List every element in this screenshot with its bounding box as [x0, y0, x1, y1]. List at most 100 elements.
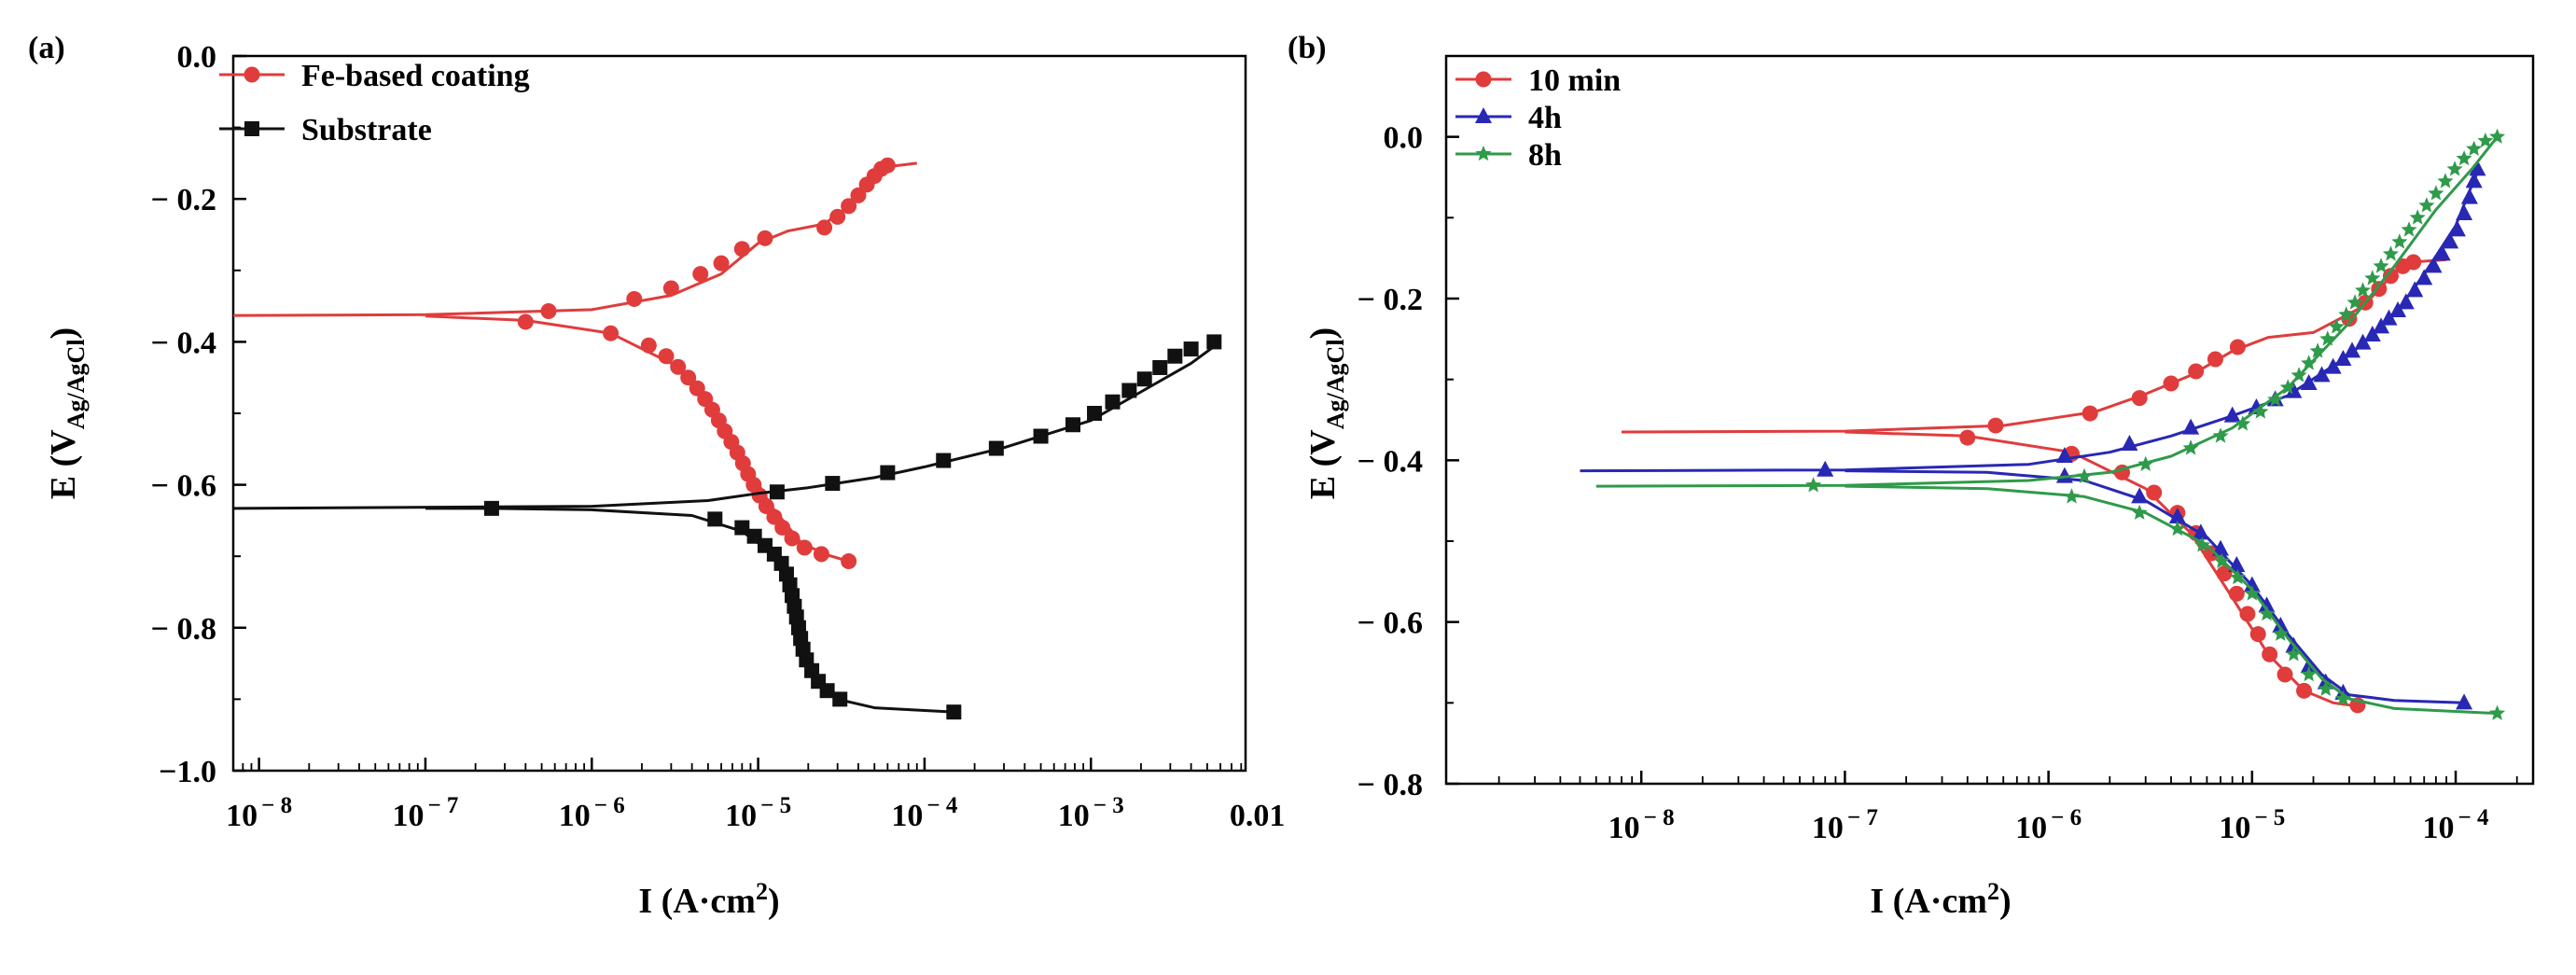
data-point — [2309, 342, 2326, 358]
series-line — [232, 161, 917, 317]
data-point — [2055, 447, 2073, 463]
data-point — [946, 704, 962, 720]
data-point — [1065, 417, 1081, 433]
data-point — [1136, 371, 1152, 387]
data-point — [829, 208, 846, 225]
data-point — [2285, 646, 2302, 662]
data-point — [2194, 536, 2211, 552]
data-point — [2163, 375, 2179, 392]
data-point — [2373, 317, 2390, 334]
data-point — [1959, 429, 1976, 446]
data-point — [2300, 374, 2318, 390]
data-point — [2279, 379, 2296, 395]
data-point — [2216, 565, 2233, 582]
data-point — [2131, 487, 2149, 504]
data-point — [2460, 188, 2478, 204]
data-point — [603, 325, 620, 341]
data-point — [2212, 539, 2230, 556]
data-point — [2235, 415, 2251, 431]
data-point — [2397, 293, 2415, 310]
data-point — [483, 500, 499, 516]
data-point — [2212, 427, 2229, 443]
x-tick-label: 10− 5 — [725, 793, 791, 833]
data-point — [2409, 209, 2426, 225]
data-point — [2229, 339, 2246, 355]
y-tick-label: − 0.8 — [151, 612, 216, 647]
data-point — [2203, 545, 2220, 562]
y-tick-label: − 0.6 — [1358, 606, 1423, 641]
data-point — [2192, 523, 2209, 540]
data-point — [2239, 606, 2256, 622]
y-tick-label: − 0.8 — [1358, 768, 1423, 802]
data-point — [1817, 460, 1834, 477]
data-point — [813, 546, 829, 563]
plot-frame — [1444, 54, 2535, 786]
data-point — [879, 157, 896, 174]
y-tick-label: −1.0 — [159, 755, 216, 789]
data-point — [2272, 625, 2289, 641]
data-point — [841, 198, 857, 215]
data-point — [841, 553, 857, 570]
data-point — [2296, 682, 2313, 699]
data-point — [2405, 254, 2422, 271]
data-point — [2401, 221, 2417, 237]
data-point — [2244, 585, 2261, 601]
data-point — [2433, 244, 2451, 261]
data-point — [1121, 383, 1137, 398]
y-tick-label: − 0.2 — [151, 183, 216, 217]
data-point — [2285, 382, 2303, 398]
legend-marker — [1475, 146, 1492, 161]
data-point — [2418, 197, 2435, 213]
series-line — [1595, 135, 2499, 488]
data-point — [2243, 576, 2261, 592]
data-point — [2334, 690, 2351, 706]
data-point — [2355, 282, 2372, 298]
series-4h — [1580, 160, 2486, 710]
data-point — [2169, 521, 2186, 536]
y-tick-label: − 0.4 — [151, 326, 216, 360]
legend-label: Fe-based coating — [301, 59, 530, 93]
data-point — [2063, 488, 2080, 504]
data-point — [2442, 232, 2459, 249]
data-point — [2137, 455, 2154, 471]
data-point — [2324, 357, 2342, 374]
legend-label: Substrate — [301, 113, 432, 147]
data-point — [2252, 403, 2269, 419]
x-tick-label: 10− 4 — [891, 793, 957, 833]
data-point — [1033, 428, 1049, 444]
series-line — [425, 507, 954, 714]
data-point — [640, 337, 657, 354]
x-tick-label: 10− 4 — [2423, 805, 2489, 845]
data-point — [1167, 348, 1183, 364]
legend-marker — [1475, 71, 1492, 88]
data-point — [1805, 477, 1822, 493]
data-point — [2448, 220, 2466, 237]
y-axis-label: E (VAg/AgCl) — [44, 327, 90, 499]
x-axis-label: I (A·cm2) — [638, 878, 779, 921]
data-point — [2425, 257, 2443, 273]
data-point — [662, 280, 679, 297]
data-point — [517, 313, 534, 330]
y-tick-label: − 0.2 — [1358, 283, 1423, 317]
data-point — [2249, 626, 2266, 643]
data-point — [2207, 351, 2223, 368]
data-point — [2477, 132, 2494, 148]
data-point — [2346, 294, 2363, 310]
data-point — [734, 520, 750, 536]
panel-b: (b) 0.0 − 0.2 − 0.4 − 0.6 − 0.8 10− 8 10− 7 10− … — [1288, 31, 2535, 921]
data-point — [757, 230, 773, 246]
data-point — [2277, 666, 2293, 683]
data-point — [2223, 406, 2241, 423]
data-point — [2313, 366, 2331, 383]
data-point — [2121, 435, 2138, 451]
y-tick-label: − 0.6 — [151, 469, 216, 504]
x-tick-label: 10− 8 — [226, 793, 292, 833]
data-point — [2380, 309, 2398, 326]
data-point — [2188, 363, 2205, 380]
data-point — [2363, 326, 2381, 341]
data-point — [2318, 680, 2334, 696]
data-point — [1152, 359, 1168, 375]
data-point — [2262, 646, 2278, 662]
